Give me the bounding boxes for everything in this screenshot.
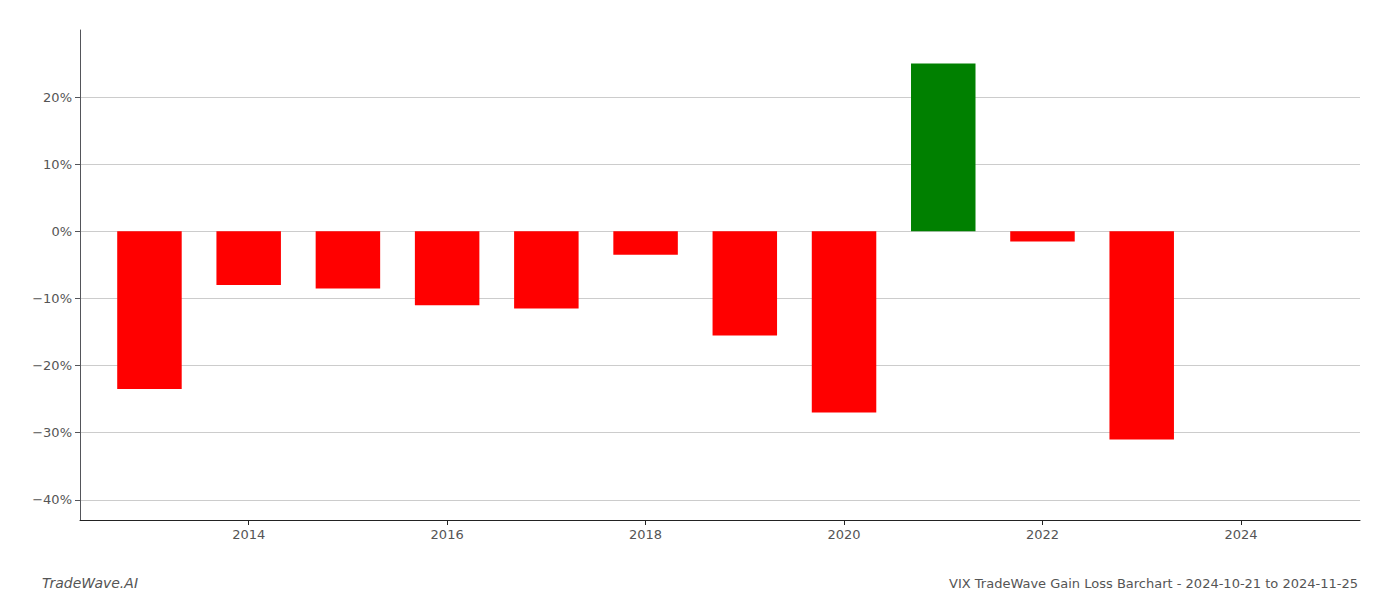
svg-text:20%: 20% — [43, 90, 72, 105]
svg-text:2016: 2016 — [431, 527, 464, 542]
svg-text:2022: 2022 — [1026, 527, 1059, 542]
svg-text:VIX TradeWave Gain Loss Barcha: VIX TradeWave Gain Loss Barchart - 2024-… — [949, 576, 1358, 591]
svg-text:−30%: −30% — [32, 425, 72, 440]
svg-text:2020: 2020 — [827, 527, 860, 542]
svg-text:−20%: −20% — [32, 358, 72, 373]
svg-text:−40%: −40% — [32, 492, 72, 507]
svg-text:2024: 2024 — [1224, 527, 1257, 542]
svg-text:2018: 2018 — [629, 527, 662, 542]
svg-text:10%: 10% — [43, 157, 72, 172]
svg-text:0%: 0% — [51, 224, 72, 239]
svg-text:−10%: −10% — [32, 291, 72, 306]
svg-text:TradeWave.AI: TradeWave.AI — [42, 575, 138, 591]
svg-text:2014: 2014 — [232, 527, 265, 542]
